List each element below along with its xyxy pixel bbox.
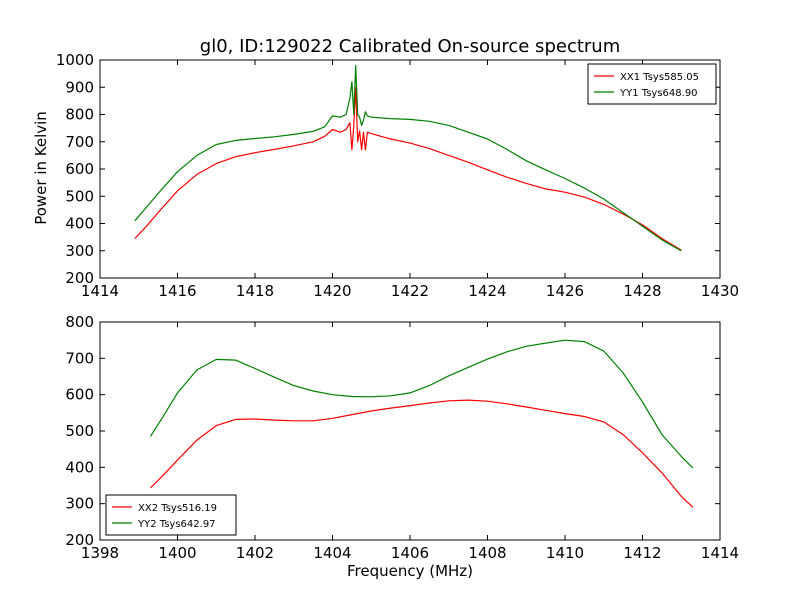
series-line-2-2 — [149, 339, 694, 469]
x-tick-label: 1404 — [313, 544, 351, 562]
x-tick-label: 1426 — [546, 282, 584, 300]
x-axis-label: Frequency (MHz) — [347, 562, 473, 580]
y-tick-label: 700 — [65, 133, 94, 151]
top-panel: 1414 1416 1418 1420 1422 1424 1426 1428 1430 200 3… — [56, 51, 739, 300]
legend-label: XX1 Tsys585.05 — [620, 72, 699, 83]
y-tick-label: 500 — [65, 187, 94, 205]
x-tick-label: 1408 — [468, 544, 506, 562]
x-tick-label: 1416 — [158, 282, 196, 300]
legend-label: XX2 Tsys516.19 — [138, 503, 217, 514]
y-tick-label: 500 — [65, 422, 94, 440]
series-line-1-2 — [134, 64, 682, 252]
y-tick-label: 200 — [65, 269, 94, 287]
y-tick-label: 600 — [65, 160, 94, 178]
y-tick-label: 900 — [65, 78, 94, 96]
x-tick-label: 1402 — [236, 544, 274, 562]
x-tick-label: 1428 — [623, 282, 661, 300]
legend-box — [105, 494, 237, 536]
figure-title: gl0, ID:129022 Calibrated On-source spec… — [200, 36, 620, 57]
x-tick-label: 1398 — [81, 544, 119, 562]
y-axis-label: Power in Kelvin — [32, 111, 50, 225]
x-tick-label: 1414 — [701, 544, 739, 562]
series-line-2-1 — [149, 399, 694, 508]
y-tick-label: 300 — [65, 242, 94, 260]
bottom-panel: 1398 1400 1402 1404 1406 1408 1410 1412 1414 200 3… — [65, 313, 739, 562]
legend: XX1 Tsys585.05 YY1 Tsys648.90 — [587, 63, 717, 105]
y-tick-label: 1000 — [56, 51, 94, 69]
x-tick-label: 1418 — [236, 282, 274, 300]
legend: XX2 Tsys516.19 YY2 Tsys642.97 — [105, 494, 237, 536]
y-tick-label: 200 — [65, 531, 94, 549]
legend-box — [587, 63, 717, 105]
series-line-1-1 — [134, 86, 682, 251]
y-tick-label: 300 — [65, 495, 94, 513]
x-tick-label: 1424 — [468, 282, 506, 300]
x-tick-label: 1406 — [391, 544, 429, 562]
x-tick-label: 1422 — [391, 282, 429, 300]
legend-label: YY2 Tsys642.97 — [137, 519, 216, 530]
legend-label: YY1 Tsys648.90 — [619, 88, 698, 99]
x-tick-label: 1412 — [623, 544, 661, 562]
x-tick-label: 1414 — [81, 282, 119, 300]
x-tick-label: 1430 — [701, 282, 739, 300]
y-tick-label: 800 — [65, 106, 94, 124]
y-tick-label: 800 — [65, 313, 94, 331]
y-tick-label: 600 — [65, 386, 94, 404]
y-tick-label: 400 — [65, 458, 94, 476]
x-tick-label: 1420 — [313, 282, 351, 300]
y-tick-label: 400 — [65, 215, 94, 233]
x-tick-label: 1400 — [158, 544, 196, 562]
y-tick-label: 700 — [65, 349, 94, 367]
x-tick-label: 1410 — [546, 544, 584, 562]
